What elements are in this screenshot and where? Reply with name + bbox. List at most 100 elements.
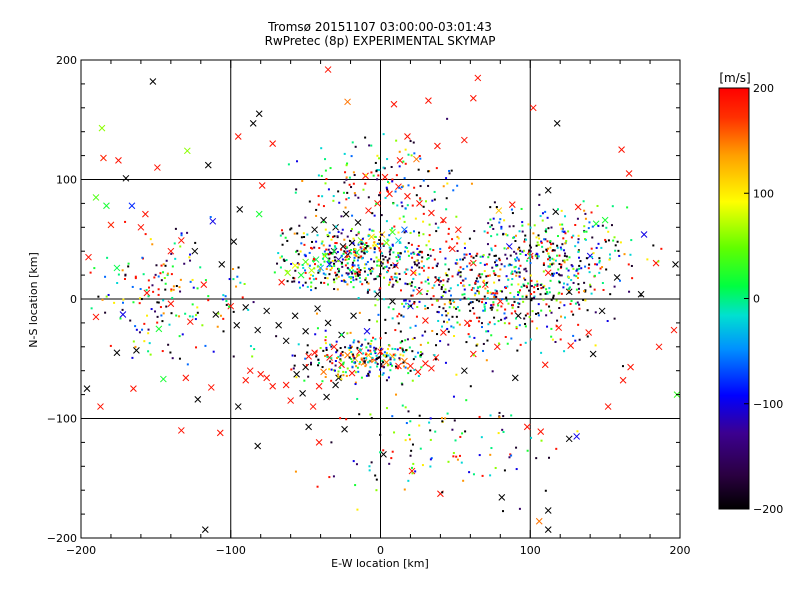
data-point-cross (287, 397, 295, 404)
data-point-dot (127, 265, 130, 268)
data-point-dot (295, 188, 298, 191)
data-point-dot (358, 362, 361, 365)
x-tick-label: −100 (216, 544, 246, 557)
data-point-dot (458, 309, 461, 312)
data-point-dot (171, 296, 174, 299)
data-point-cross (625, 170, 633, 177)
data-point-dot (412, 462, 415, 465)
data-point-dot (487, 330, 490, 333)
data-point-dot (222, 317, 225, 320)
data-point-dot (327, 253, 330, 256)
data-point-dot (498, 416, 501, 419)
x-axis-ticks: −200 −100 0 100 200 (66, 60, 691, 557)
data-point-dot (530, 436, 533, 439)
data-point-cross (380, 450, 387, 458)
data-point-dot (385, 352, 388, 355)
data-point-dot (419, 198, 422, 201)
data-point-dot (478, 300, 481, 303)
data-point-dot (199, 266, 202, 269)
data-point-cross (537, 428, 545, 435)
data-point-dot (537, 234, 540, 237)
data-point-dot (341, 261, 344, 264)
data-point-dot (441, 325, 444, 328)
data-point-dot (147, 350, 150, 353)
data-point-dot (387, 269, 390, 272)
data-point-cross (535, 517, 543, 525)
data-point-dot (392, 283, 395, 286)
data-point-dot (225, 299, 228, 302)
data-point-dot (191, 315, 194, 318)
data-point-cross (618, 146, 625, 153)
data-point-cross (529, 104, 537, 112)
data-point-cross (311, 349, 318, 357)
data-point-dot (372, 229, 375, 232)
data-point-dot (129, 319, 132, 322)
data-point-dot (330, 368, 333, 371)
data-point-dot (577, 234, 580, 237)
data-point-dot (529, 262, 532, 265)
data-point-dot (376, 242, 379, 245)
data-point-dot (340, 254, 343, 257)
data-point-dot (382, 243, 385, 246)
data-point-dot (417, 262, 420, 265)
data-point-dot (498, 279, 501, 282)
data-point-dot (331, 252, 334, 255)
data-point-dot (324, 182, 327, 185)
data-point-dot (601, 281, 604, 284)
data-point-dot (277, 252, 280, 255)
data-point-dot (521, 221, 524, 224)
data-point-dot (289, 228, 292, 231)
data-point-dot (414, 271, 417, 274)
data-point-dot (528, 257, 531, 260)
data-point-dot (589, 283, 592, 286)
data-point-dot (209, 215, 212, 218)
data-point-dot (463, 247, 466, 250)
data-point-dot (232, 278, 235, 281)
data-point-dot (207, 299, 210, 302)
data-point-dot (383, 366, 386, 369)
data-point-dot (546, 325, 549, 328)
data-point-dot (147, 295, 150, 298)
data-point-dot (517, 302, 520, 305)
data-point-dot (517, 290, 520, 293)
data-point-dot (397, 252, 400, 255)
data-point-dot (194, 318, 197, 321)
data-point-dot (364, 263, 367, 266)
data-point-dot (545, 249, 548, 252)
data-point-dot (327, 188, 330, 191)
data-point-dot (587, 267, 590, 270)
data-point-dot (416, 259, 419, 262)
data-point-dot (344, 251, 347, 254)
data-point-dot (370, 258, 373, 261)
data-point-dot (90, 307, 93, 310)
data-point-cross (314, 305, 321, 312)
data-point-dot (329, 343, 332, 346)
data-point-dot (523, 268, 526, 271)
data-point-dot (469, 319, 472, 322)
data-point-dot (109, 344, 112, 347)
data-point-dot (399, 330, 402, 333)
data-point-dot (171, 265, 174, 268)
data-point-dot (162, 312, 165, 315)
data-point-dot (367, 374, 370, 377)
data-point-dot (379, 261, 382, 264)
data-point-dot (382, 449, 385, 452)
data-point-dot (376, 365, 379, 368)
data-point-dot (524, 254, 527, 257)
data-point-dot (336, 235, 339, 238)
data-point-cross (242, 376, 250, 384)
data-point-cross (149, 78, 157, 85)
data-point-dot (310, 363, 313, 366)
data-point-dot (580, 267, 583, 270)
data-point-dot (350, 351, 353, 354)
data-point-dot (387, 354, 390, 357)
data-point-dot (577, 250, 580, 253)
data-point-dot (537, 255, 540, 258)
data-point-dot (329, 261, 332, 264)
data-point-dot (432, 249, 435, 252)
data-point-dot (401, 347, 404, 350)
data-point-cross (425, 97, 432, 104)
data-point-dot (410, 252, 413, 255)
data-point-dot (518, 291, 521, 294)
data-point-dot (524, 322, 527, 325)
